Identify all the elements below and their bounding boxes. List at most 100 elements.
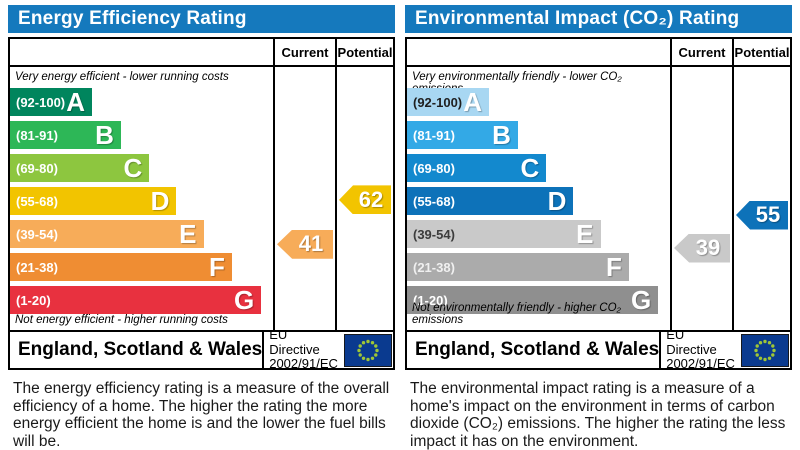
eu-directive-line2: 2002/91/EC — [666, 356, 735, 372]
band-row-e: (39-54) E — [407, 220, 665, 248]
band-range-label: (69-80) — [16, 160, 58, 176]
band-bar-c: (69-80) C — [10, 153, 150, 183]
bottom-note: Not energy efficient - higher running co… — [15, 314, 228, 326]
band-range-label: (81-91) — [413, 127, 455, 143]
band-range-label: (92-100) — [16, 94, 66, 110]
band-row-g: (1-20) G — [10, 286, 268, 314]
band-bar-b: (81-91) B — [10, 121, 121, 149]
current-column-header: Current — [273, 39, 335, 65]
band-bar-f: (21-38) F — [407, 253, 629, 281]
band-range-label: (92-100) — [413, 94, 463, 110]
eu-directive-label: EU Directive 2002/91/EC — [262, 327, 343, 371]
eu-flag-icon — [343, 333, 392, 367]
potential-rating-arrow: 62 — [339, 185, 391, 215]
panel-footer: England, Scotland & Wales EU Directive 2… — [8, 327, 395, 371]
band-bar-e: (39-54) E — [407, 220, 601, 248]
band-range-label: (39-54) — [16, 226, 58, 242]
eu-directive-line1: EU Directive — [269, 326, 320, 357]
table-body: Very energy efficient - lower running co… — [10, 67, 393, 330]
panel-title: Environmental Impact (CO₂) Rating — [405, 5, 792, 33]
table-body: Very environmentally friendly - lower CO… — [407, 67, 790, 330]
band-row-f: (21-38) F — [407, 253, 665, 281]
band-row-a: (92-100) A — [407, 88, 665, 116]
environmental-impact-panel: Environmental Impact (CO₂) Rating Curren… — [405, 5, 792, 450]
eu-directive-line1: EU Directive — [666, 326, 717, 357]
band-row-b: (81-91) B — [407, 121, 665, 149]
band-row-g: (1-20) G — [407, 286, 665, 314]
eu-directive-label: EU Directive 2002/91/EC — [659, 327, 740, 371]
header-spacer — [10, 39, 273, 65]
band-row-f: (21-38) F — [10, 253, 268, 281]
band-range-label: (55-68) — [413, 193, 455, 209]
band-row-b: (81-91) B — [10, 121, 268, 149]
current-column: 39 — [670, 67, 732, 330]
eu-directive-line2: 2002/91/EC — [269, 356, 338, 372]
band-bar-g: (1-20) G — [10, 286, 262, 314]
band-scale: (92-100) A (81-91) B (69-80) C (55-68) D (39-54)… — [407, 88, 665, 319]
band-letter: A — [463, 87, 483, 117]
band-scale: (92-100) A (81-91) B (69-80) C (55-68) D (39-54)… — [10, 88, 268, 319]
potential-column: 62 — [335, 67, 393, 330]
band-letter: C — [123, 153, 143, 183]
band-letter: D — [547, 186, 567, 216]
band-letter: E — [179, 219, 197, 249]
panel-description: The energy efficiency rating is a measur… — [13, 380, 390, 450]
band-letter: C — [520, 153, 540, 183]
band-row-c: (69-80) C — [407, 154, 665, 182]
potential-column: 55 — [732, 67, 790, 330]
band-bar-b: (81-91) B — [407, 121, 518, 149]
band-letter: D — [150, 186, 170, 216]
band-bar-g: (1-20) G — [407, 285, 659, 315]
band-row-a: (92-100) A — [10, 88, 268, 116]
band-bar-e: (39-54) E — [10, 220, 204, 248]
band-letter: B — [492, 120, 511, 150]
current-rating-arrow: 39 — [674, 233, 730, 263]
band-range-label: (55-68) — [16, 193, 58, 209]
band-bar-c: (69-80) C — [407, 153, 547, 183]
band-range-label: (69-80) — [413, 160, 455, 176]
region-label: England, Scotland & Wales — [18, 339, 263, 360]
header-spacer — [407, 39, 670, 65]
current-column: 41 — [273, 67, 335, 330]
band-bar-d: (55-68) D — [10, 186, 177, 216]
region-label: England, Scotland & Wales — [415, 339, 660, 360]
band-row-d: (55-68) D — [407, 187, 665, 215]
current-column-header: Current — [670, 39, 732, 65]
band-range-label: (21-38) — [16, 259, 58, 275]
band-range-label: (81-91) — [16, 127, 58, 143]
energy-efficiency-panel: Energy Efficiency Rating Current Potenti… — [8, 5, 395, 450]
band-bar-a: (92-100) A — [407, 87, 490, 117]
band-range-label: (1-20) — [413, 292, 448, 308]
table-header-row: Current Potential — [10, 39, 393, 67]
band-letter: F — [605, 252, 622, 282]
band-range-label: (1-20) — [16, 292, 51, 308]
band-bar-d: (55-68) D — [407, 186, 574, 216]
band-range-label: (21-38) — [413, 259, 455, 275]
current-rating-arrow: 41 — [277, 229, 333, 259]
rating-table: Current Potential Very energy efficient … — [8, 37, 395, 332]
potential-column-header: Potential — [732, 39, 790, 65]
band-bar-a: (92-100) A — [10, 87, 93, 117]
eu-flag-icon — [740, 333, 789, 367]
band-letter: A — [66, 87, 86, 117]
band-letter: B — [95, 120, 114, 150]
band-bar-f: (21-38) F — [10, 253, 232, 281]
band-row-d: (55-68) D — [10, 187, 268, 215]
band-letter: F — [208, 252, 225, 282]
band-chart-area: Very energy efficient - lower running co… — [10, 67, 273, 330]
band-chart-area: Very environmentally friendly - lower CO… — [407, 67, 670, 330]
table-header-row: Current Potential — [407, 39, 790, 67]
potential-rating-arrow: 55 — [736, 200, 788, 230]
top-note: Very energy efficient - lower running co… — [15, 71, 229, 83]
band-letter: G — [631, 285, 652, 315]
band-letter: E — [576, 219, 594, 249]
panel-footer: England, Scotland & Wales EU Directive 2… — [405, 327, 792, 371]
band-range-label: (39-54) — [413, 226, 455, 242]
band-row-e: (39-54) E — [10, 220, 268, 248]
bottom-note: Not environmentally friendly - higher CO… — [412, 302, 621, 326]
rating-table: Current Potential Very environmentally f… — [405, 37, 792, 332]
panel-description: The environmental impact rating is a mea… — [410, 380, 786, 450]
potential-column-header: Potential — [335, 39, 393, 65]
band-row-c: (69-80) C — [10, 154, 268, 182]
